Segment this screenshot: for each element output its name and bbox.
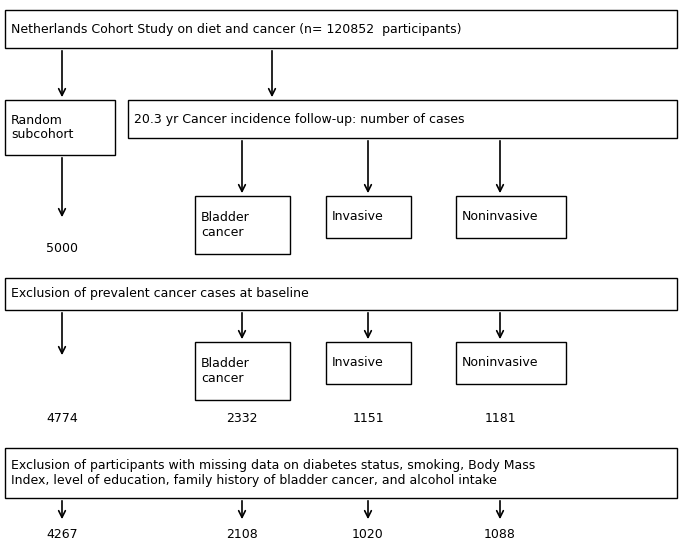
Bar (326, 196, 411, 238)
Bar (5, 448, 677, 498)
Text: Random
subcohort: Random subcohort (11, 114, 73, 141)
Text: 4774: 4774 (46, 411, 78, 424)
Text: Exclusion of participants with missing data on diabetes status, smoking, Body Ma: Exclusion of participants with missing d… (11, 459, 535, 487)
Text: Netherlands Cohort Study on diet and cancer (n= 120852  participants): Netherlands Cohort Study on diet and can… (11, 22, 462, 35)
Text: 4267: 4267 (46, 528, 78, 541)
Text: 20.3 yr Cancer incidence follow-up: number of cases: 20.3 yr Cancer incidence follow-up: numb… (134, 113, 464, 126)
Bar (326, 342, 411, 384)
Text: Bladder
cancer: Bladder cancer (201, 211, 250, 239)
Text: Invasive: Invasive (332, 356, 384, 369)
Bar (456, 342, 566, 384)
Text: Bladder
cancer: Bladder cancer (201, 357, 250, 385)
Text: Noninvasive: Noninvasive (462, 356, 538, 369)
Text: 2108: 2108 (226, 528, 258, 541)
Text: 1151: 1151 (352, 411, 384, 424)
Bar (456, 196, 566, 238)
Text: 1181: 1181 (484, 411, 516, 424)
Text: 5000: 5000 (46, 242, 78, 255)
Bar (128, 100, 677, 138)
Bar (5, 100, 115, 155)
Text: Invasive: Invasive (332, 211, 384, 224)
Text: Exclusion of prevalent cancer cases at baseline: Exclusion of prevalent cancer cases at b… (11, 287, 309, 300)
Text: 1020: 1020 (352, 528, 384, 541)
Text: 1088: 1088 (484, 528, 516, 541)
Bar (195, 342, 290, 400)
Bar (5, 278, 677, 310)
Bar (195, 196, 290, 254)
Text: Noninvasive: Noninvasive (462, 211, 538, 224)
Bar (5, 10, 677, 48)
Text: 2332: 2332 (226, 411, 258, 424)
